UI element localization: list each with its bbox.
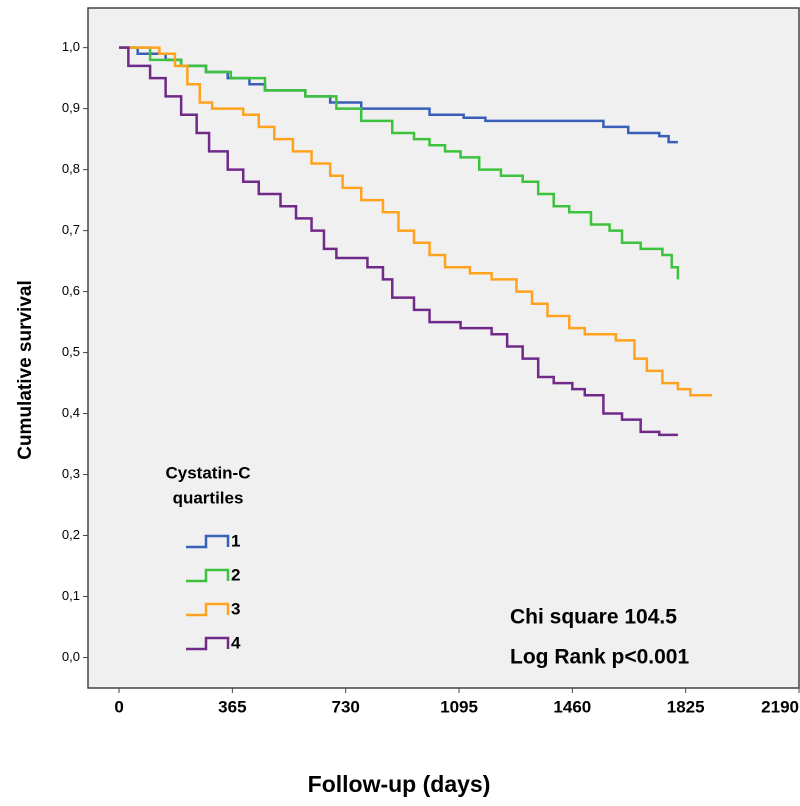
x-tick-label: 1095 <box>440 697 478 716</box>
y-tick-label: 0,9 <box>62 100 80 115</box>
y-tick-label: 0,5 <box>62 344 80 359</box>
y-tick-label: 0,1 <box>62 588 80 603</box>
y-axis-label: Cumulative survival <box>15 280 36 460</box>
survival-curve <box>119 46 678 437</box>
legend-swatch <box>186 568 230 583</box>
legend-label: 1 <box>231 531 240 550</box>
y-tick-label: 0,4 <box>62 405 80 420</box>
legend-label: 4 <box>231 633 241 652</box>
legend-swatch <box>186 636 230 651</box>
legend-swatch <box>186 534 230 549</box>
x-axis-label: Follow-up (days) <box>308 771 491 797</box>
annotation: Chi square 104.5 <box>510 606 677 629</box>
y-tick-label: 0,2 <box>62 527 80 542</box>
x-tick-label: 0 <box>114 697 123 716</box>
survival-curve <box>119 46 713 397</box>
legend-title: Cystatin-C <box>165 463 250 482</box>
annotation: Log Rank p<0.001 <box>510 646 689 669</box>
legend-label: 2 <box>231 565 240 584</box>
x-tick-label: 1825 <box>667 697 705 716</box>
legend-label: 3 <box>231 599 240 618</box>
x-tick-label: 365 <box>218 697 246 716</box>
y-tick-label: 0,0 <box>62 649 80 664</box>
legend-title: quartiles <box>173 488 244 507</box>
x-tick-label: 730 <box>332 697 360 716</box>
x-tick-label: 2190 <box>761 697 799 716</box>
y-tick-label: 0,8 <box>62 161 80 176</box>
y-tick-label: 1,0 <box>62 39 80 54</box>
y-tick-label: 0,6 <box>62 283 80 298</box>
legend-swatch <box>186 602 230 617</box>
y-tick-label: 0,3 <box>62 466 80 481</box>
survival-curve <box>119 46 680 280</box>
y-tick-label: 0,7 <box>62 222 80 237</box>
x-tick-label: 1460 <box>553 697 591 716</box>
plot-area <box>87 7 800 689</box>
